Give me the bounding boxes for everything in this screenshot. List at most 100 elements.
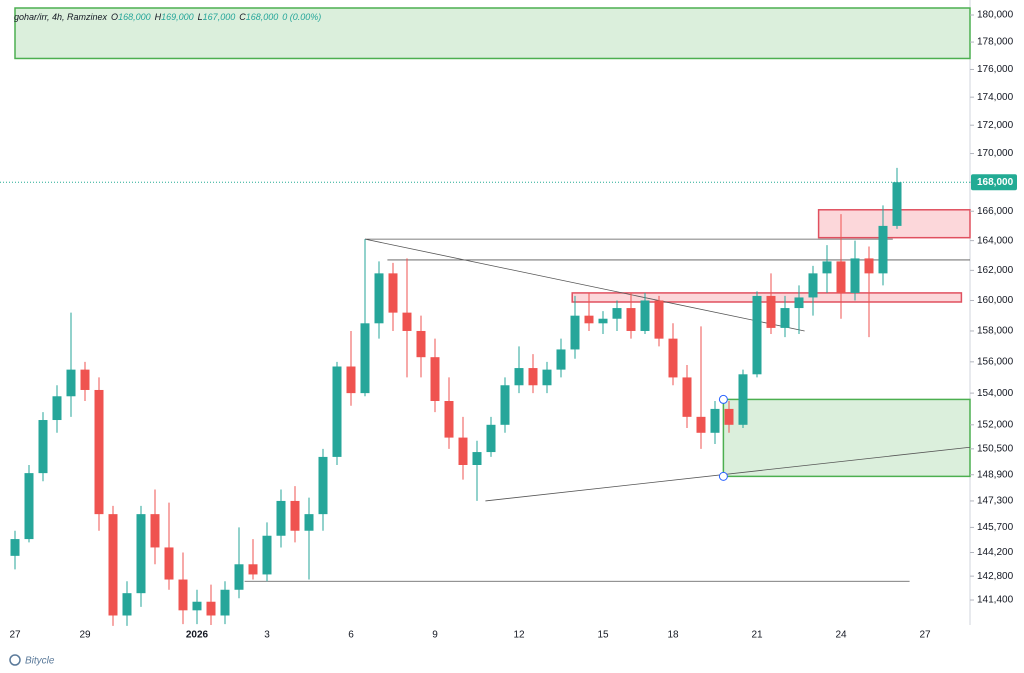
candle-body xyxy=(192,601,202,611)
x-tick-label: 27 xyxy=(919,630,931,641)
candle-body xyxy=(542,369,552,386)
candle-body xyxy=(346,366,356,394)
legend-text: C xyxy=(239,12,246,22)
candle-body xyxy=(290,500,300,531)
x-tick-label: 15 xyxy=(597,630,609,641)
legend-text: 0 (0.00%) xyxy=(282,12,321,22)
candle-body xyxy=(234,564,244,590)
y-tick-label: 160,000 xyxy=(977,295,1014,306)
y-tick-label: 144,200 xyxy=(977,547,1014,558)
candle-body xyxy=(878,225,888,274)
candle-body xyxy=(892,182,902,226)
x-tick-label: 3 xyxy=(264,630,270,641)
candle-body xyxy=(248,564,258,575)
brand-icon xyxy=(9,654,21,666)
y-tick-label: 145,700 xyxy=(977,522,1014,533)
candle-body xyxy=(850,258,860,293)
candle-body xyxy=(514,368,524,386)
candle-body xyxy=(654,300,664,339)
candle-body xyxy=(276,500,286,536)
candle-body xyxy=(80,369,90,390)
y-tick-label: 170,000 xyxy=(977,148,1014,159)
x-tick-label: 6 xyxy=(348,630,354,641)
candle-body xyxy=(780,308,790,328)
trend-line xyxy=(485,446,971,502)
candle-body xyxy=(738,374,748,425)
candle-body xyxy=(710,408,720,433)
candle-body xyxy=(388,273,398,313)
y-tick-label: 162,000 xyxy=(977,265,1014,276)
x-tick-label: 2026 xyxy=(186,630,209,641)
y-tick-label: 164,000 xyxy=(977,235,1014,246)
legend-text: 168,000 xyxy=(118,12,151,22)
y-tick-label: 142,800 xyxy=(977,571,1014,582)
candle-body xyxy=(598,318,608,324)
candle-body xyxy=(164,547,174,580)
x-tick-label: 9 xyxy=(432,630,438,641)
x-tick-label: 12 xyxy=(513,630,525,641)
candle-body xyxy=(640,300,650,331)
candle-body xyxy=(430,357,440,402)
zone-handle xyxy=(718,471,728,481)
y-tick-label: 172,000 xyxy=(977,120,1014,131)
candle-body xyxy=(220,589,230,616)
candle-body xyxy=(724,408,734,425)
candle-body xyxy=(416,330,426,358)
last-price-box xyxy=(971,174,1017,191)
candle-body xyxy=(304,514,314,531)
candle-body xyxy=(500,385,510,425)
candle-body xyxy=(150,514,160,548)
candle-body xyxy=(458,437,468,466)
candle-body xyxy=(360,323,370,394)
candle-body xyxy=(486,424,496,453)
y-tick-label: 147,300 xyxy=(977,496,1014,507)
candle-body xyxy=(136,514,146,594)
x-tick-label: 29 xyxy=(79,630,91,641)
x-tick-label: 18 xyxy=(667,630,679,641)
candle-body xyxy=(794,297,804,309)
candle-body xyxy=(178,579,188,611)
y-tick-label: 158,000 xyxy=(977,326,1014,337)
candle-body xyxy=(262,535,272,575)
candle-body xyxy=(808,273,818,298)
candle-body xyxy=(570,315,580,350)
candle-body xyxy=(668,338,678,378)
candle-body xyxy=(766,295,776,328)
legend-text: 169,000 xyxy=(161,12,194,22)
candle-body xyxy=(402,312,412,331)
candle-body xyxy=(332,366,342,457)
candle-body xyxy=(584,315,594,324)
candle-body xyxy=(556,349,566,370)
legend-text: 168,000 xyxy=(246,12,279,22)
zone xyxy=(14,7,971,60)
candle-body xyxy=(472,452,482,466)
candle-body xyxy=(626,308,636,331)
plot xyxy=(0,7,971,626)
legend-header: gohar/irr, 4h, Ramzinex O168,000 H169,000 L… xyxy=(14,12,321,22)
x-tick-label: 24 xyxy=(835,630,847,641)
candle-body xyxy=(752,295,762,375)
y-tick-label: 176,000 xyxy=(977,64,1014,75)
candle-body xyxy=(836,261,846,293)
legend-text: gohar/irr, 4h, Ramzinex xyxy=(14,12,108,22)
y-tick-label: 166,000 xyxy=(977,206,1014,217)
candle-body xyxy=(528,368,538,386)
candle-body xyxy=(864,258,874,274)
legend-text: O xyxy=(111,12,118,22)
legend-text: 167,000 xyxy=(203,12,236,22)
candle-body xyxy=(374,273,384,324)
y-tick-label: 154,000 xyxy=(977,388,1014,399)
zone xyxy=(722,398,971,478)
y-tick-label: 156,000 xyxy=(977,356,1014,367)
candle-body xyxy=(206,601,216,616)
candle-body xyxy=(38,420,48,474)
legend-text: H xyxy=(155,12,162,22)
y-tick-label: 178,000 xyxy=(977,37,1014,48)
candle-body xyxy=(10,539,20,556)
x-tick-label: 21 xyxy=(751,630,763,641)
y-tick-label: 150,500 xyxy=(977,443,1014,454)
y-tick-label: 141,400 xyxy=(977,595,1014,606)
candle-body xyxy=(66,369,76,397)
trend-line xyxy=(364,238,805,332)
candle-body xyxy=(682,377,692,417)
